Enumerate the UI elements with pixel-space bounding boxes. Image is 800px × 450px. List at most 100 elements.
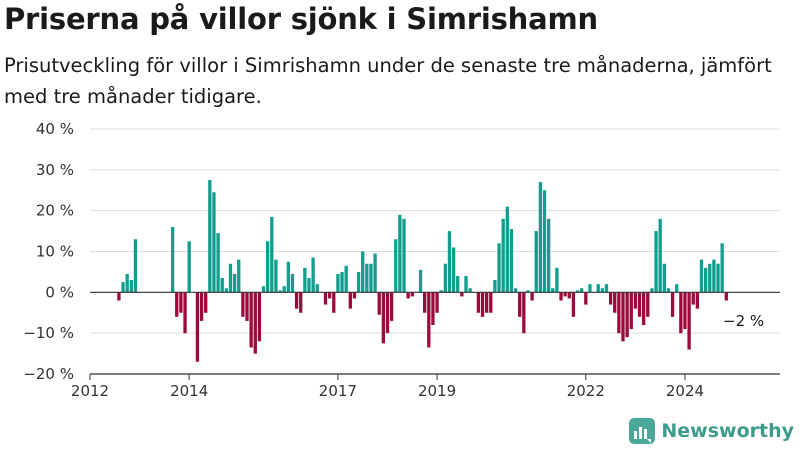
bar (724, 292, 728, 301)
bar (315, 284, 319, 293)
bar (447, 231, 452, 293)
bar (608, 292, 613, 305)
bar (650, 288, 654, 293)
bar (642, 292, 646, 325)
bar (617, 292, 621, 334)
bar (456, 276, 460, 293)
bar (303, 267, 307, 293)
bar (588, 284, 592, 293)
bar (654, 231, 658, 293)
bar (476, 292, 481, 313)
bar (270, 216, 274, 293)
bar (501, 218, 505, 293)
bar (542, 190, 547, 293)
bar (518, 292, 522, 317)
bar (559, 292, 563, 301)
bar (299, 292, 303, 313)
x-tick-label: 2024 (666, 382, 704, 400)
bar (584, 292, 588, 305)
x-tick-label: 2019 (418, 382, 456, 400)
bar (505, 206, 509, 293)
bar (232, 273, 237, 293)
bar (282, 286, 286, 293)
bar (410, 292, 414, 297)
bar (460, 292, 464, 297)
bar (435, 292, 439, 313)
bar (530, 292, 534, 301)
bar (716, 263, 720, 293)
bar (443, 263, 447, 293)
bar (468, 288, 472, 293)
bar (563, 292, 567, 297)
bar (489, 292, 493, 313)
y-tick-label: 10 % (36, 243, 74, 261)
y-axis-tick-labels: −20 % −10 % 0 % 10 % 20 % 30 % 40 % (23, 120, 74, 383)
bar (439, 290, 443, 293)
x-tick-label: 2022 (567, 382, 605, 400)
bar (695, 292, 700, 309)
y-tick-label: 40 % (36, 120, 74, 138)
bar (699, 259, 704, 293)
bar (195, 292, 200, 362)
grid-lines (90, 128, 780, 375)
bar (394, 239, 398, 293)
y-tick-label: 30 % (36, 161, 74, 179)
bar (712, 259, 716, 293)
bar (480, 292, 485, 317)
bar (406, 292, 410, 299)
bar (117, 292, 121, 301)
bar (423, 292, 427, 313)
bar (245, 292, 249, 321)
bar (675, 284, 679, 293)
bar (670, 292, 675, 317)
bar (708, 263, 712, 293)
bar (703, 267, 708, 293)
bar (522, 292, 526, 334)
bar (567, 292, 571, 299)
bar (323, 292, 328, 305)
chart-subtitle: Prisutveckling för villor i Simrishamn u… (4, 54, 772, 108)
chart-title: Priserna på villor sjönk i Simrishamn (4, 2, 598, 36)
bar (571, 292, 576, 317)
bar (621, 292, 625, 342)
brand-name: Newsworthy (661, 420, 794, 442)
bar (175, 292, 179, 317)
bar (249, 292, 253, 348)
bar (637, 292, 642, 317)
x-tick-label: 2014 (170, 382, 208, 400)
bar (381, 292, 386, 344)
bar (687, 292, 691, 350)
bar (121, 282, 125, 293)
bar (538, 182, 543, 293)
bar (336, 273, 340, 293)
bar (348, 292, 352, 309)
bar (418, 269, 423, 293)
last-value-annotation: −2 % (723, 312, 764, 330)
bar (497, 243, 501, 293)
bar (691, 292, 695, 305)
bar (658, 218, 662, 293)
bar (509, 229, 514, 293)
bar (369, 263, 373, 293)
bar (187, 241, 191, 293)
bar (241, 292, 245, 317)
bar (464, 276, 468, 293)
bar (228, 263, 233, 293)
bar (261, 286, 266, 293)
bar (431, 292, 435, 325)
bar (365, 263, 369, 293)
bar (398, 214, 402, 293)
bar (170, 227, 175, 293)
y-tick-label: 20 % (36, 202, 74, 220)
bar (526, 290, 530, 293)
bar (257, 292, 262, 342)
y-tick-label: −20 % (23, 365, 74, 383)
bar (274, 259, 278, 293)
bar (266, 241, 270, 293)
bar (125, 273, 129, 293)
brand-logo[interactable]: Newsworthy (629, 418, 794, 444)
bar (613, 292, 617, 313)
bar (633, 292, 638, 309)
bar (629, 292, 633, 330)
